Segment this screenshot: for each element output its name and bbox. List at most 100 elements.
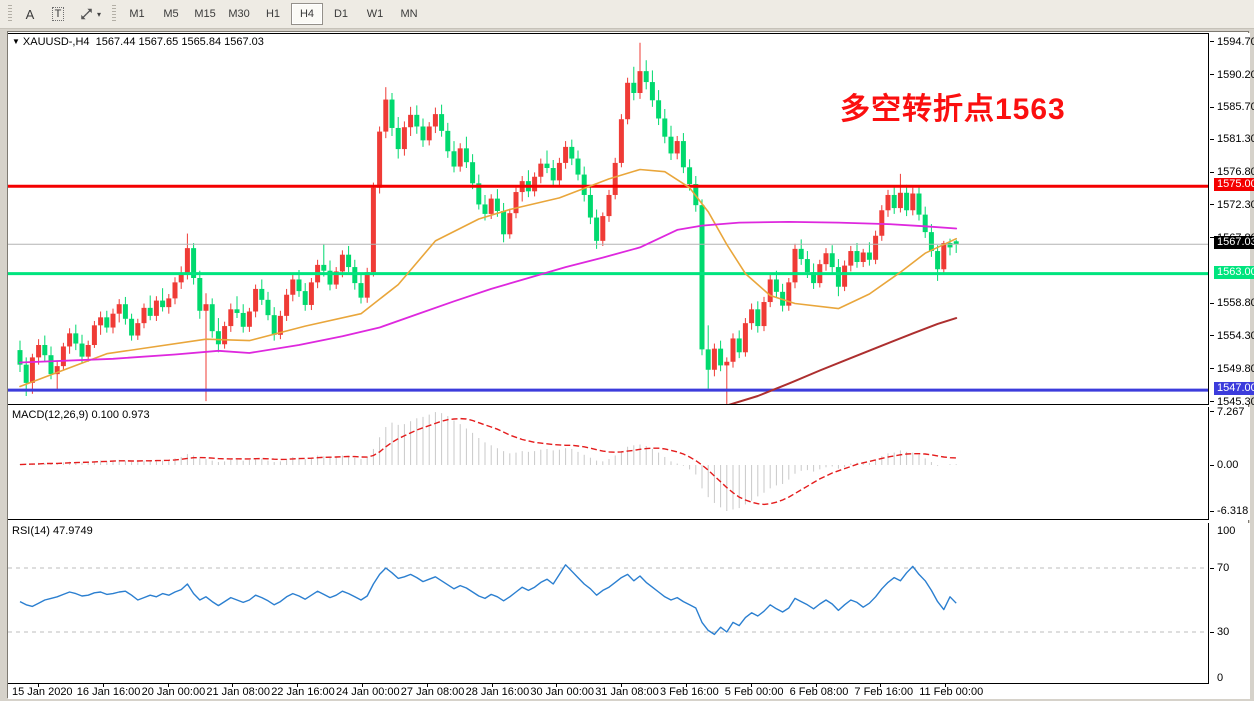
price-tick [1210,138,1214,140]
time-tick [815,684,817,687]
rsi-pane[interactable]: RSI(14) 47.9749 [8,523,1209,684]
font-tool-button[interactable]: A [17,3,43,25]
macd-info-line: MACD(12,26,9) 0.100 0.973 [12,409,150,421]
timeframe-button-d1[interactable]: D1 [325,3,357,25]
macd-label: MACD(12,26,9) [12,409,89,421]
macd-tick-label: 0.00 [1217,459,1239,471]
main-price-pane[interactable]: ▼ XAUUSD-,H4 1567.44 1567.65 1565.84 1567… [8,33,1209,405]
macd-tick [1210,411,1214,413]
price-tick [1210,368,1214,370]
time-tick-label: 27 Jan 08:00 [400,686,465,698]
rsi-tick [1210,567,1214,569]
time-tick [880,684,882,687]
rsi-label: RSI(14) [12,525,50,537]
time-tick [426,684,428,687]
price-tick-label: 1554.30 [1217,329,1254,342]
time-tick-label: 21 Jan 08:00 [206,686,271,698]
time-tick [297,684,299,687]
price-level-chip: 1547.00 [1214,382,1254,396]
timeframe-button-m30[interactable]: M30 [223,3,255,25]
time-tick [686,684,687,687]
toolbar: A T ▾ M1 M5 M15 M30 H1 H4 D1 W1 MN [0,0,1254,29]
macd-values: 0.100 0.973 [91,409,150,421]
price-tick-label: 1590.20 [1217,68,1254,81]
price-tick [1210,74,1214,76]
annotation-text[interactable]: 多空转折点1563 [840,93,1066,126]
macd-scale[interactable]: 7.267 0.00 -6.318 [1210,405,1250,520]
price-level-chip: 1563.00 [1214,265,1254,279]
rsi-tick-label: 100 [1217,525,1236,537]
price-tick-label: 1549.80 [1217,362,1254,375]
price-tick [1210,204,1214,206]
macd-tick [1210,510,1214,512]
price-level-chip: 1575.00 [1214,178,1254,192]
time-tick [232,684,234,687]
price-tick-label: 1558.80 [1217,297,1254,310]
rsi-info-line: RSI(14) 47.9749 [12,525,93,537]
close-value: 1567.03 [224,36,264,48]
price-tick [1210,335,1214,337]
price-tick [1210,237,1214,239]
time-tick-label: 7 Feb 16:00 [854,686,914,698]
high-value: 1567.65 [138,36,179,48]
toolbar-grip[interactable] [112,5,117,23]
price-tick-label: 1576.80 [1217,166,1254,179]
macd-pane[interactable]: MACD(12,26,9) 0.100 0.973 [8,407,1209,520]
rsi-value: 47.9749 [52,525,93,537]
timeframe-button-m15[interactable]: M15 [189,3,221,25]
time-tick-label: 16 Jan 16:00 [76,686,141,698]
time-tick-label: 31 Jan 08:00 [595,686,659,698]
price-tick-label: 1594.70 [1217,35,1254,48]
time-tick-label: 3 Feb 16:00 [660,686,719,698]
current-price-chip: 1567.03 [1214,236,1254,250]
macd-tick [1210,464,1214,466]
text-label-tool-button[interactable]: T [45,3,71,25]
chart-window: ▼ XAUUSD-,H4 1567.44 1567.65 1565.84 1567… [7,31,1254,699]
macd-plot [19,412,957,511]
price-tick-label: 1545.30 [1217,395,1254,408]
low-value: 1565.84 [181,36,222,48]
time-tick-label: 15 Jan 2020 [12,686,73,698]
time-tick [362,684,363,687]
time-axis[interactable]: 15 Jan 2020 16 Jan 16:00 20 Jan 00:00 21 Ja… [8,684,1250,699]
candlestick-plot [8,42,1208,404]
rsi-tick [1210,631,1214,633]
time-tick-label: 22 Jan 16:00 [271,686,335,698]
time-tick [491,684,493,687]
timeframe-button-w1[interactable]: W1 [359,3,391,25]
price-scale[interactable]: 1594.70 1590.20 1585.70 1581.30 1576.80 1572.… [1210,33,1254,408]
arrows-tool-button[interactable]: ▾ [73,3,107,25]
open-value: 1567.44 [95,36,136,48]
timeframe-button-mn[interactable]: MN [393,3,425,25]
time-tick-label: 5 Feb 00:00 [724,686,784,698]
time-tick [167,684,169,687]
timeframe-button-m1[interactable]: M1 [121,3,153,25]
symbol-collapse-icon[interactable]: ▼ [12,37,20,46]
price-tick-label: 1585.70 [1217,101,1254,114]
rsi-tick-label: 0 [1217,672,1224,684]
time-tick-label: 24 Jan 00:00 [336,686,400,698]
rsi-tick-label: 30 [1217,626,1230,638]
price-tick [1210,41,1214,43]
macd-tick-label: 7.267 [1217,405,1245,418]
arrows-icon [81,8,92,20]
toolbar-grip[interactable] [8,5,12,23]
text-label-icon: T [51,7,65,21]
rsi-scale[interactable]: 100 70 30 0 [1210,523,1250,684]
rsi-tick-label: 70 [1217,562,1230,574]
time-tick [945,684,947,687]
time-tick [621,684,623,687]
macd-tick-label: -6.318 [1217,505,1249,518]
timeframe-button-m5[interactable]: M5 [155,3,187,25]
timeframe-buttons: M1 M5 M15 M30 H1 H4 D1 W1 MN [120,3,426,25]
timeframe-button-h4[interactable]: H4 [291,3,324,25]
chart-info-line[interactable]: ▼ XAUUSD-,H4 1567.44 1567.65 1565.84 1567… [12,36,264,48]
price-tick-label: 1572.30 [1217,198,1254,211]
symbol-label: XAUUSD-,H4 [22,36,90,48]
timeframe-button-h1[interactable]: H1 [257,3,289,25]
price-tick-label: 1581.30 [1217,133,1254,146]
rsi-plot [8,564,1208,636]
time-tick-label: 11 Feb 00:00 [919,686,984,698]
time-tick [556,684,558,687]
